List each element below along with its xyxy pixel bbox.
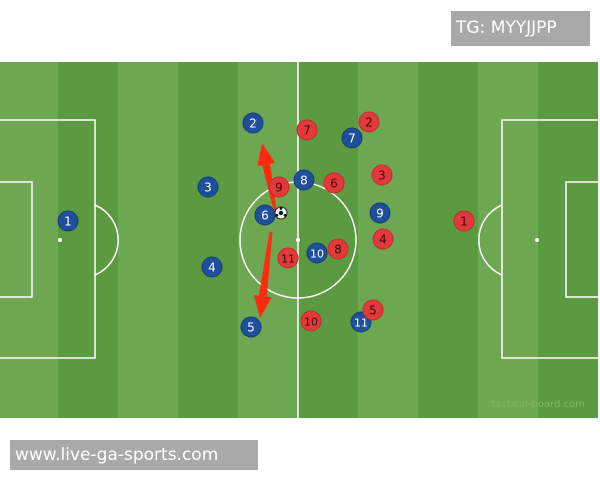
pitch-stripe xyxy=(0,62,58,418)
pitch-stripe xyxy=(58,62,118,418)
player-red-7[interactable]: 7 xyxy=(296,119,318,141)
movement-arrow xyxy=(253,231,273,318)
player-number: 7 xyxy=(303,124,311,138)
player-number: 3 xyxy=(204,181,212,195)
player-red-6[interactable]: 6 xyxy=(323,172,345,194)
watermark: tactical-board.com xyxy=(491,399,585,410)
player-number: 7 xyxy=(348,132,356,146)
player-number: 3 xyxy=(378,169,386,183)
player-blue-6[interactable]: 6 xyxy=(254,204,276,226)
pitch-stripe xyxy=(478,62,538,418)
player-blue-1[interactable]: 1 xyxy=(57,210,79,232)
player-blue-2[interactable]: 2 xyxy=(242,112,264,134)
player-number: 9 xyxy=(376,207,384,221)
player-red-8[interactable]: 8 xyxy=(327,238,349,260)
right-penalty-spot xyxy=(535,238,539,242)
player-blue-9[interactable]: 9 xyxy=(369,202,391,224)
player-number: 5 xyxy=(369,304,377,318)
player-number: 2 xyxy=(365,116,373,130)
pitch-stripe xyxy=(118,62,178,418)
left-goal-area xyxy=(0,181,33,298)
player-number: 6 xyxy=(330,177,338,191)
player-number: 4 xyxy=(208,261,216,275)
player-red-11[interactable]: 11 xyxy=(277,247,299,269)
player-blue-4[interactable]: 4 xyxy=(201,256,223,278)
tag-label: TG: MYYJJPP xyxy=(451,11,590,46)
player-number: 5 xyxy=(247,321,255,335)
center-spot xyxy=(296,238,300,242)
pitch-stripe xyxy=(538,62,598,418)
right-goal-area xyxy=(565,181,600,298)
player-blue-7[interactable]: 7 xyxy=(341,127,363,149)
right-penalty-arc xyxy=(478,204,503,276)
player-red-3[interactable]: 3 xyxy=(371,164,393,186)
pitch-stripe xyxy=(178,62,238,418)
player-number: 11 xyxy=(281,253,295,266)
player-number: 4 xyxy=(379,233,387,247)
player-number: 8 xyxy=(334,243,342,257)
player-number: 1 xyxy=(460,215,468,229)
player-blue-3[interactable]: 3 xyxy=(197,176,219,198)
website-label: www.live-ga-sports.com xyxy=(10,440,258,470)
player-number: 9 xyxy=(275,181,283,195)
player-blue-10[interactable]: 10 xyxy=(306,242,328,264)
left-penalty-arc xyxy=(94,204,119,276)
player-number: 6 xyxy=(261,209,269,223)
player-red-5[interactable]: 5 xyxy=(362,299,384,321)
player-number: 10 xyxy=(304,316,318,329)
player-red-4[interactable]: 4 xyxy=(372,228,394,250)
player-number: 8 xyxy=(300,174,308,188)
player-red-1[interactable]: 1 xyxy=(453,210,475,232)
player-blue-8[interactable]: 8 xyxy=(293,169,315,191)
player-red-2[interactable]: 2 xyxy=(358,111,380,133)
player-blue-5[interactable]: 5 xyxy=(240,316,262,338)
player-number: 10 xyxy=(310,248,324,261)
pitch-stripe xyxy=(298,62,358,418)
ball-icon[interactable] xyxy=(274,206,288,220)
right-penalty-box xyxy=(501,119,600,359)
player-red-9[interactable]: 9 xyxy=(268,176,290,198)
player-number: 2 xyxy=(249,117,257,131)
player-red-10[interactable]: 10 xyxy=(300,310,322,332)
player-number: 1 xyxy=(64,215,72,229)
left-penalty-box xyxy=(0,119,96,359)
left-penalty-spot xyxy=(58,238,62,242)
pitch-stripe xyxy=(418,62,478,418)
player-number: 11 xyxy=(354,317,368,330)
